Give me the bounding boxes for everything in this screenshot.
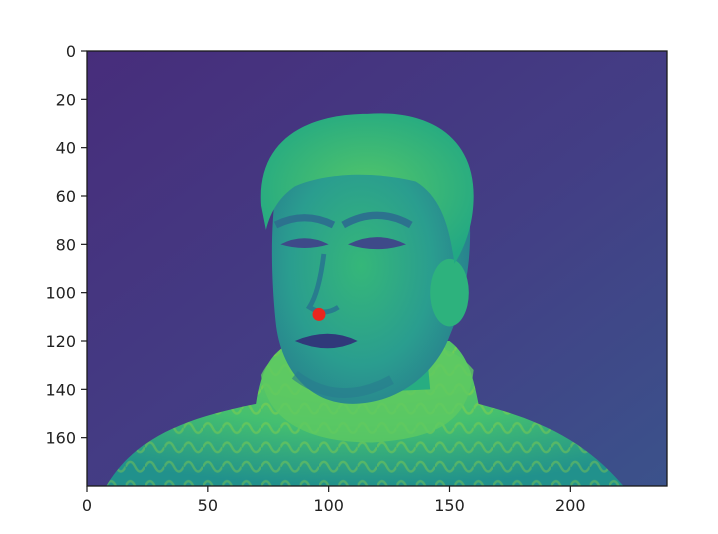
y-tick-label: 20: [56, 90, 76, 109]
y-tick-label: 120: [45, 332, 76, 351]
y-tick-label: 80: [56, 235, 76, 254]
y-tick-label: 40: [56, 139, 76, 158]
x-tick-label: 200: [555, 496, 586, 515]
y-tick-label: 160: [45, 429, 76, 448]
x-tick-label: 0: [82, 496, 92, 515]
x-tick-label: 150: [434, 496, 465, 515]
face-image: [87, 51, 667, 486]
hair-shape: [260, 113, 474, 264]
y-tick-label: 140: [45, 380, 76, 399]
x-tick-label: 100: [313, 496, 344, 515]
x-tick-label: 50: [198, 496, 218, 515]
y-tick-label: 100: [45, 284, 76, 303]
data-point-marker: [312, 307, 326, 321]
y-tick-label: 60: [56, 187, 76, 206]
mouth-shape: [294, 333, 358, 349]
y-tick-label: 0: [66, 42, 76, 61]
axes-frame: [86, 50, 668, 487]
